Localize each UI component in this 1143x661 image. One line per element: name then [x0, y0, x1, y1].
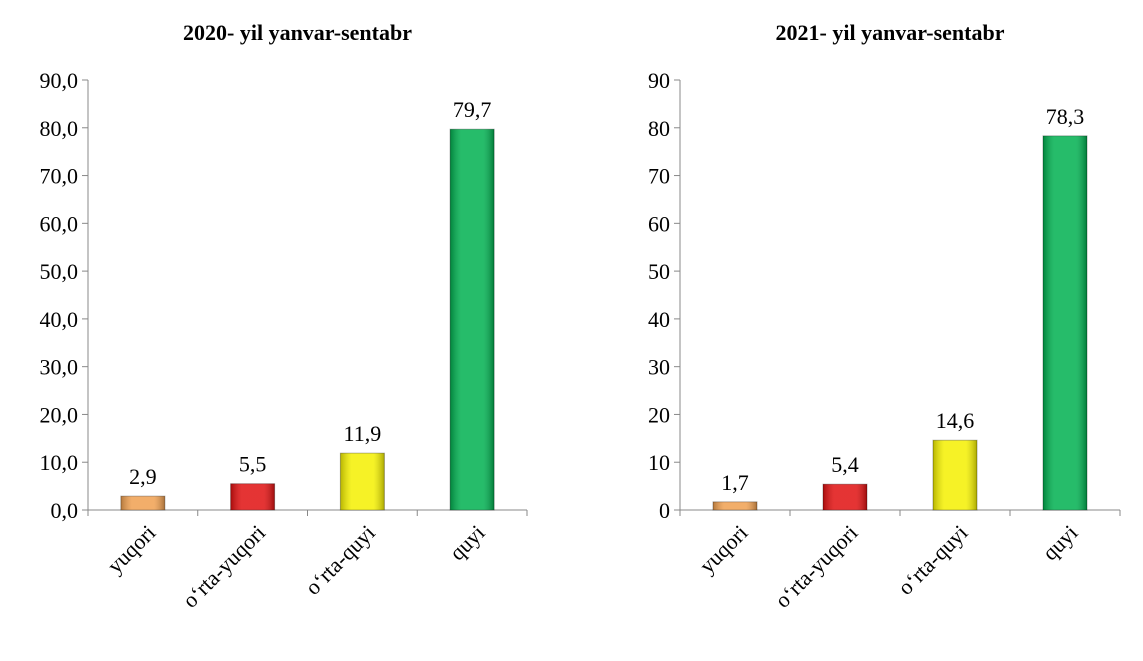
y-tick-label: 0,0	[51, 498, 79, 523]
value-label: 79,7	[453, 97, 492, 122]
bar-shade	[340, 453, 385, 510]
y-tick-label: 90	[648, 68, 670, 93]
bar-shade	[230, 483, 275, 510]
bar-shade	[1043, 135, 1087, 510]
y-tick-label: 50,0	[40, 259, 79, 284]
y-tick-label: 80	[648, 116, 670, 141]
chart-title: 2020- yil yanvar-sentabr	[183, 20, 412, 45]
y-tick-label: 80,0	[40, 116, 79, 141]
value-label: 14,6	[936, 408, 975, 433]
value-label: 5,4	[831, 452, 859, 477]
value-label: 2,9	[129, 464, 157, 489]
bar-shade	[713, 501, 757, 510]
bar-shade	[450, 129, 495, 510]
y-tick-label: 0	[659, 498, 670, 523]
bar-shade	[120, 496, 165, 510]
y-tick-label: 50	[648, 259, 670, 284]
y-tick-label: 30	[648, 355, 670, 380]
value-label: 1,7	[721, 470, 749, 495]
value-label: 11,9	[344, 421, 382, 446]
y-tick-label: 40,0	[40, 307, 79, 332]
x-tick-label: quyi	[1037, 520, 1082, 565]
x-tick-label: quyi	[444, 520, 489, 565]
value-label: 5,5	[239, 452, 267, 477]
chart-title: 2021- yil yanvar-sentabr	[776, 20, 1005, 45]
x-tick-label: yuqori	[102, 520, 160, 578]
x-tick-label: o‘rta-quyi	[893, 520, 973, 600]
y-tick-label: 20,0	[40, 402, 79, 427]
y-tick-label: 60,0	[40, 211, 79, 236]
y-tick-label: 40	[648, 307, 670, 332]
value-label: 78,3	[1046, 104, 1085, 129]
x-tick-label: yuqori	[694, 520, 752, 578]
x-tick-label: o‘rta-quyi	[300, 520, 380, 600]
y-tick-label: 60	[648, 211, 670, 236]
y-tick-label: 20	[648, 402, 670, 427]
y-tick-label: 70	[648, 164, 670, 189]
x-tick-label: o‘rta-yuqori	[770, 520, 863, 613]
y-tick-label: 10,0	[40, 450, 79, 475]
bar-shade	[933, 440, 977, 510]
bar-shade	[823, 484, 867, 510]
y-tick-label: 30,0	[40, 355, 79, 380]
x-tick-label: o‘rta-yuqori	[177, 520, 270, 613]
y-tick-label: 70,0	[40, 164, 79, 189]
y-tick-label: 90,0	[40, 68, 79, 93]
y-tick-label: 10	[648, 450, 670, 475]
